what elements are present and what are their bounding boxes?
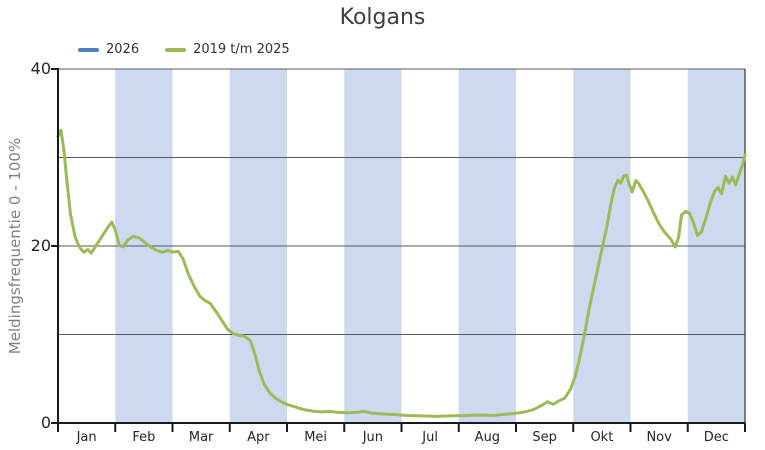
y-tick-label-40: 40 xyxy=(30,59,51,78)
x-tick-label-apr: Apr xyxy=(247,430,270,445)
x-tick-label-jun: Jun xyxy=(362,430,384,445)
legend-swatch-2019-2025-icon xyxy=(165,47,187,52)
y-tick-label-0: 0 xyxy=(40,413,51,432)
x-tick-label-nov: Nov xyxy=(646,430,672,445)
x-tick-label-sep: Sep xyxy=(532,430,557,445)
legend-label-2026: 2026 xyxy=(106,42,140,57)
x-tick-label-jan: Jan xyxy=(76,430,97,445)
x-tick-label-mar: Mar xyxy=(188,430,214,445)
x-tick-label-aug: Aug xyxy=(474,430,501,445)
legend-swatch-2026-icon xyxy=(78,47,99,52)
x-tick-label-jul: Jul xyxy=(422,430,438,445)
chart-title: Kolgans xyxy=(339,5,426,30)
series-line-2019-t-m-2025 xyxy=(56,128,747,418)
legend-item-2019-2025[interactable]: 2019 t/m 2025 xyxy=(165,42,290,57)
legend: 2026 2019 t/m 2025 xyxy=(78,42,290,57)
x-tick-label-okt: Okt xyxy=(590,430,614,445)
legend-label-2019-2025: 2019 t/m 2025 xyxy=(193,42,290,57)
legend-item-2026[interactable]: 2026 xyxy=(78,42,139,57)
x-tick-label-feb: Feb xyxy=(132,430,156,445)
x-tick-label-dec: Dec xyxy=(703,430,729,445)
x-tick-label-mei: Mei xyxy=(304,430,328,445)
y-tick-label-20: 20 xyxy=(30,236,51,255)
